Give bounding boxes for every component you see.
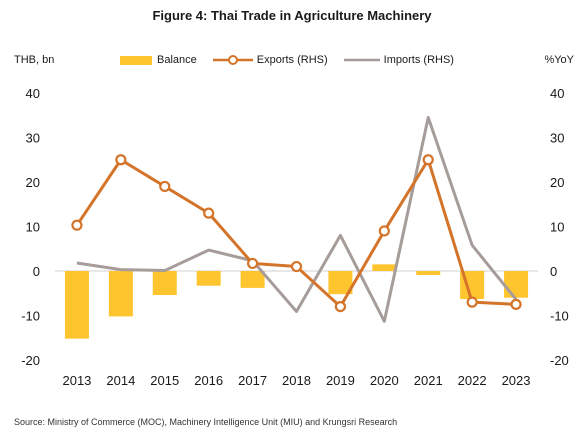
- legend-swatch-exports: [212, 55, 253, 65]
- right-axis-unit: %YoY: [544, 54, 574, 66]
- x-tick-label: 2020: [370, 373, 399, 388]
- legend-label-balance: Balance: [157, 54, 197, 66]
- bar-balance: [416, 271, 441, 276]
- left-axis-unit: THB, bn: [14, 54, 55, 66]
- x-tick-label: 2021: [414, 373, 443, 388]
- x-tick-label: 2022: [458, 373, 487, 388]
- legend: Balance Exports (RHS) Imports (RHS): [120, 54, 470, 66]
- y-tick-left: 40: [26, 86, 40, 101]
- point-exports: [290, 260, 303, 273]
- point-exports: [422, 154, 434, 166]
- y-tick-right: 40: [550, 86, 564, 101]
- bar-balance: [504, 271, 529, 298]
- y-tick-right: 0: [550, 264, 557, 279]
- y-tick-right: 30: [550, 131, 564, 146]
- point-exports: [510, 298, 522, 310]
- bar-balance: [240, 271, 265, 288]
- point-exports: [115, 154, 127, 166]
- source-note: Source: Ministry of Commerce (MOC), Mach…: [14, 417, 398, 427]
- x-tick-label: 2017: [238, 373, 267, 388]
- legend-swatch-imports: [343, 58, 380, 62]
- line-imports: [76, 115, 518, 323]
- y-tick-right: 20: [550, 175, 564, 190]
- y-tick-right: -20: [550, 353, 569, 368]
- y-tick-left: 20: [26, 175, 40, 190]
- legend-item-imports: Imports (RHS): [343, 54, 454, 66]
- y-tick-right: 10: [550, 220, 564, 235]
- y-tick-right: -10: [550, 309, 569, 324]
- x-tick-label: 2014: [106, 373, 135, 388]
- bar-balance: [372, 264, 397, 271]
- y-tick-left: 30: [26, 131, 40, 146]
- legend-label-exports: Exports (RHS): [256, 54, 328, 66]
- point-exports: [246, 257, 259, 270]
- y-tick-left: 10: [26, 220, 40, 235]
- y-tick-left: -10: [21, 309, 40, 324]
- x-tick-label: 2019: [326, 373, 355, 388]
- bar-balance: [196, 271, 221, 286]
- x-tick-label: 2015: [150, 373, 179, 388]
- point-exports: [159, 180, 171, 193]
- legend-swatch-balance: [120, 55, 152, 65]
- point-exports: [334, 301, 347, 313]
- legend-item-balance: Balance: [120, 54, 197, 66]
- bar-balance: [108, 271, 133, 317]
- bar-balance: [64, 271, 89, 339]
- point-exports: [203, 207, 215, 219]
- bar-balance: [328, 271, 353, 295]
- y-tick-left: -20: [21, 353, 40, 368]
- bar-balance: [152, 271, 177, 296]
- x-tick-label: 2018: [282, 373, 311, 388]
- chart-title: Figure 4: Thai Trade in Agriculture Mach…: [152, 8, 432, 23]
- legend-label-imports: Imports (RHS): [383, 54, 454, 66]
- y-tick-left: 0: [33, 264, 40, 279]
- point-exports: [71, 219, 83, 231]
- point-exports: [378, 225, 390, 237]
- point-exports: [466, 296, 478, 308]
- x-tick-label: 2016: [194, 373, 223, 388]
- x-tick-label: 2023: [502, 373, 531, 388]
- x-tick-label: 2013: [62, 373, 91, 388]
- legend-item-exports: Exports (RHS): [212, 54, 328, 66]
